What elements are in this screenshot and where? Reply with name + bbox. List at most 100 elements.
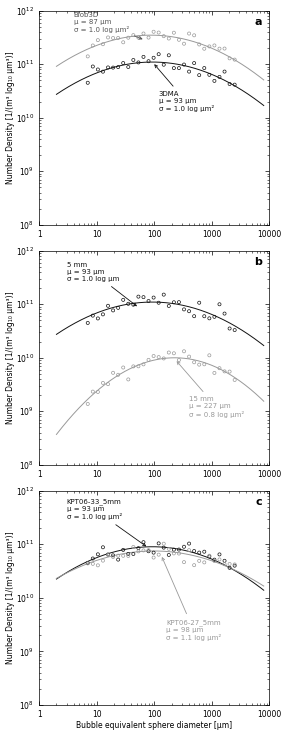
Point: [217, 43, 222, 54]
Point: [187, 28, 191, 40]
Point: [182, 59, 186, 71]
Point: [136, 542, 141, 554]
Point: [227, 52, 232, 64]
Point: [172, 544, 176, 556]
Point: [111, 550, 115, 562]
Point: [90, 310, 95, 322]
Point: [217, 553, 222, 565]
X-axis label: Bubble equivalent sphere diameter [μm]: Bubble equivalent sphere diameter [μm]: [76, 721, 232, 730]
Point: [131, 541, 136, 553]
Point: [151, 547, 156, 559]
Point: [197, 547, 201, 559]
Point: [172, 347, 176, 359]
Point: [212, 367, 217, 379]
Point: [227, 322, 232, 334]
Point: [192, 545, 196, 557]
Point: [146, 545, 151, 556]
Point: [202, 358, 207, 370]
Point: [227, 78, 232, 90]
Point: [212, 40, 217, 52]
Point: [202, 546, 207, 558]
Point: [187, 538, 191, 550]
Text: 3DMA
μ = 93 μm
σ = 1.0 log μm²: 3DMA μ = 93 μm σ = 1.0 log μm²: [155, 65, 214, 113]
Point: [126, 61, 131, 73]
Point: [86, 317, 90, 329]
Point: [182, 303, 186, 315]
Text: KPT06-27_5mm
μ = 98 μm
σ = 1.1 log μm²: KPT06-27_5mm μ = 98 μm σ = 1.1 log μm²: [162, 558, 221, 641]
Point: [222, 66, 227, 77]
Y-axis label: Number Density [1/(m³ log₁₀ μm³)]: Number Density [1/(m³ log₁₀ μm³)]: [5, 291, 15, 424]
Point: [212, 553, 217, 565]
Point: [212, 555, 217, 567]
Point: [172, 548, 176, 559]
Point: [111, 32, 115, 44]
Point: [101, 377, 105, 389]
Point: [222, 366, 227, 378]
Point: [116, 302, 121, 314]
Point: [141, 537, 146, 548]
Point: [101, 555, 105, 567]
Point: [207, 313, 212, 325]
Point: [232, 324, 237, 336]
Point: [182, 38, 186, 49]
Point: [192, 356, 196, 368]
Point: [116, 369, 121, 381]
Point: [96, 313, 100, 325]
Point: [166, 300, 171, 312]
Point: [146, 55, 151, 67]
Point: [151, 291, 156, 303]
Point: [187, 66, 191, 77]
Point: [131, 54, 136, 66]
Point: [86, 51, 90, 63]
Point: [131, 361, 136, 372]
Point: [166, 549, 171, 561]
Point: [101, 38, 105, 50]
Point: [192, 57, 196, 69]
Point: [106, 32, 110, 43]
Point: [116, 553, 121, 565]
Point: [90, 386, 95, 397]
Point: [217, 548, 222, 560]
Point: [222, 559, 227, 570]
Point: [197, 297, 201, 308]
Point: [136, 361, 141, 372]
Point: [136, 545, 141, 557]
Point: [232, 374, 237, 386]
Point: [96, 35, 100, 46]
Point: [121, 57, 125, 69]
Point: [141, 291, 146, 303]
Point: [151, 52, 156, 64]
Point: [141, 28, 146, 40]
Point: [116, 61, 121, 73]
Point: [217, 362, 222, 374]
Point: [111, 305, 115, 316]
Point: [187, 305, 191, 317]
Point: [101, 308, 105, 320]
Point: [217, 71, 222, 82]
Point: [232, 560, 237, 572]
Point: [146, 295, 151, 307]
Point: [121, 294, 125, 305]
Point: [86, 557, 90, 569]
Point: [172, 63, 176, 74]
Point: [166, 49, 171, 61]
Point: [232, 79, 237, 91]
Point: [126, 548, 131, 560]
Point: [177, 548, 181, 559]
Point: [202, 556, 207, 568]
Point: [207, 69, 212, 81]
Point: [86, 398, 90, 410]
Point: [156, 549, 161, 561]
Point: [227, 366, 232, 378]
Point: [187, 545, 191, 556]
Point: [121, 361, 125, 373]
Point: [126, 550, 131, 562]
Point: [166, 347, 171, 358]
Point: [116, 32, 121, 44]
Point: [136, 57, 141, 68]
Point: [212, 311, 217, 322]
Y-axis label: Number Density [1/(m³ log₁₀ μm³)]: Number Density [1/(m³ log₁₀ μm³)]: [5, 52, 15, 184]
Point: [172, 297, 176, 308]
Text: 5 mm
μ = 93 μm
σ = 1.0 log μm: 5 mm μ = 93 μm σ = 1.0 log μm: [67, 262, 136, 305]
Point: [121, 36, 125, 48]
